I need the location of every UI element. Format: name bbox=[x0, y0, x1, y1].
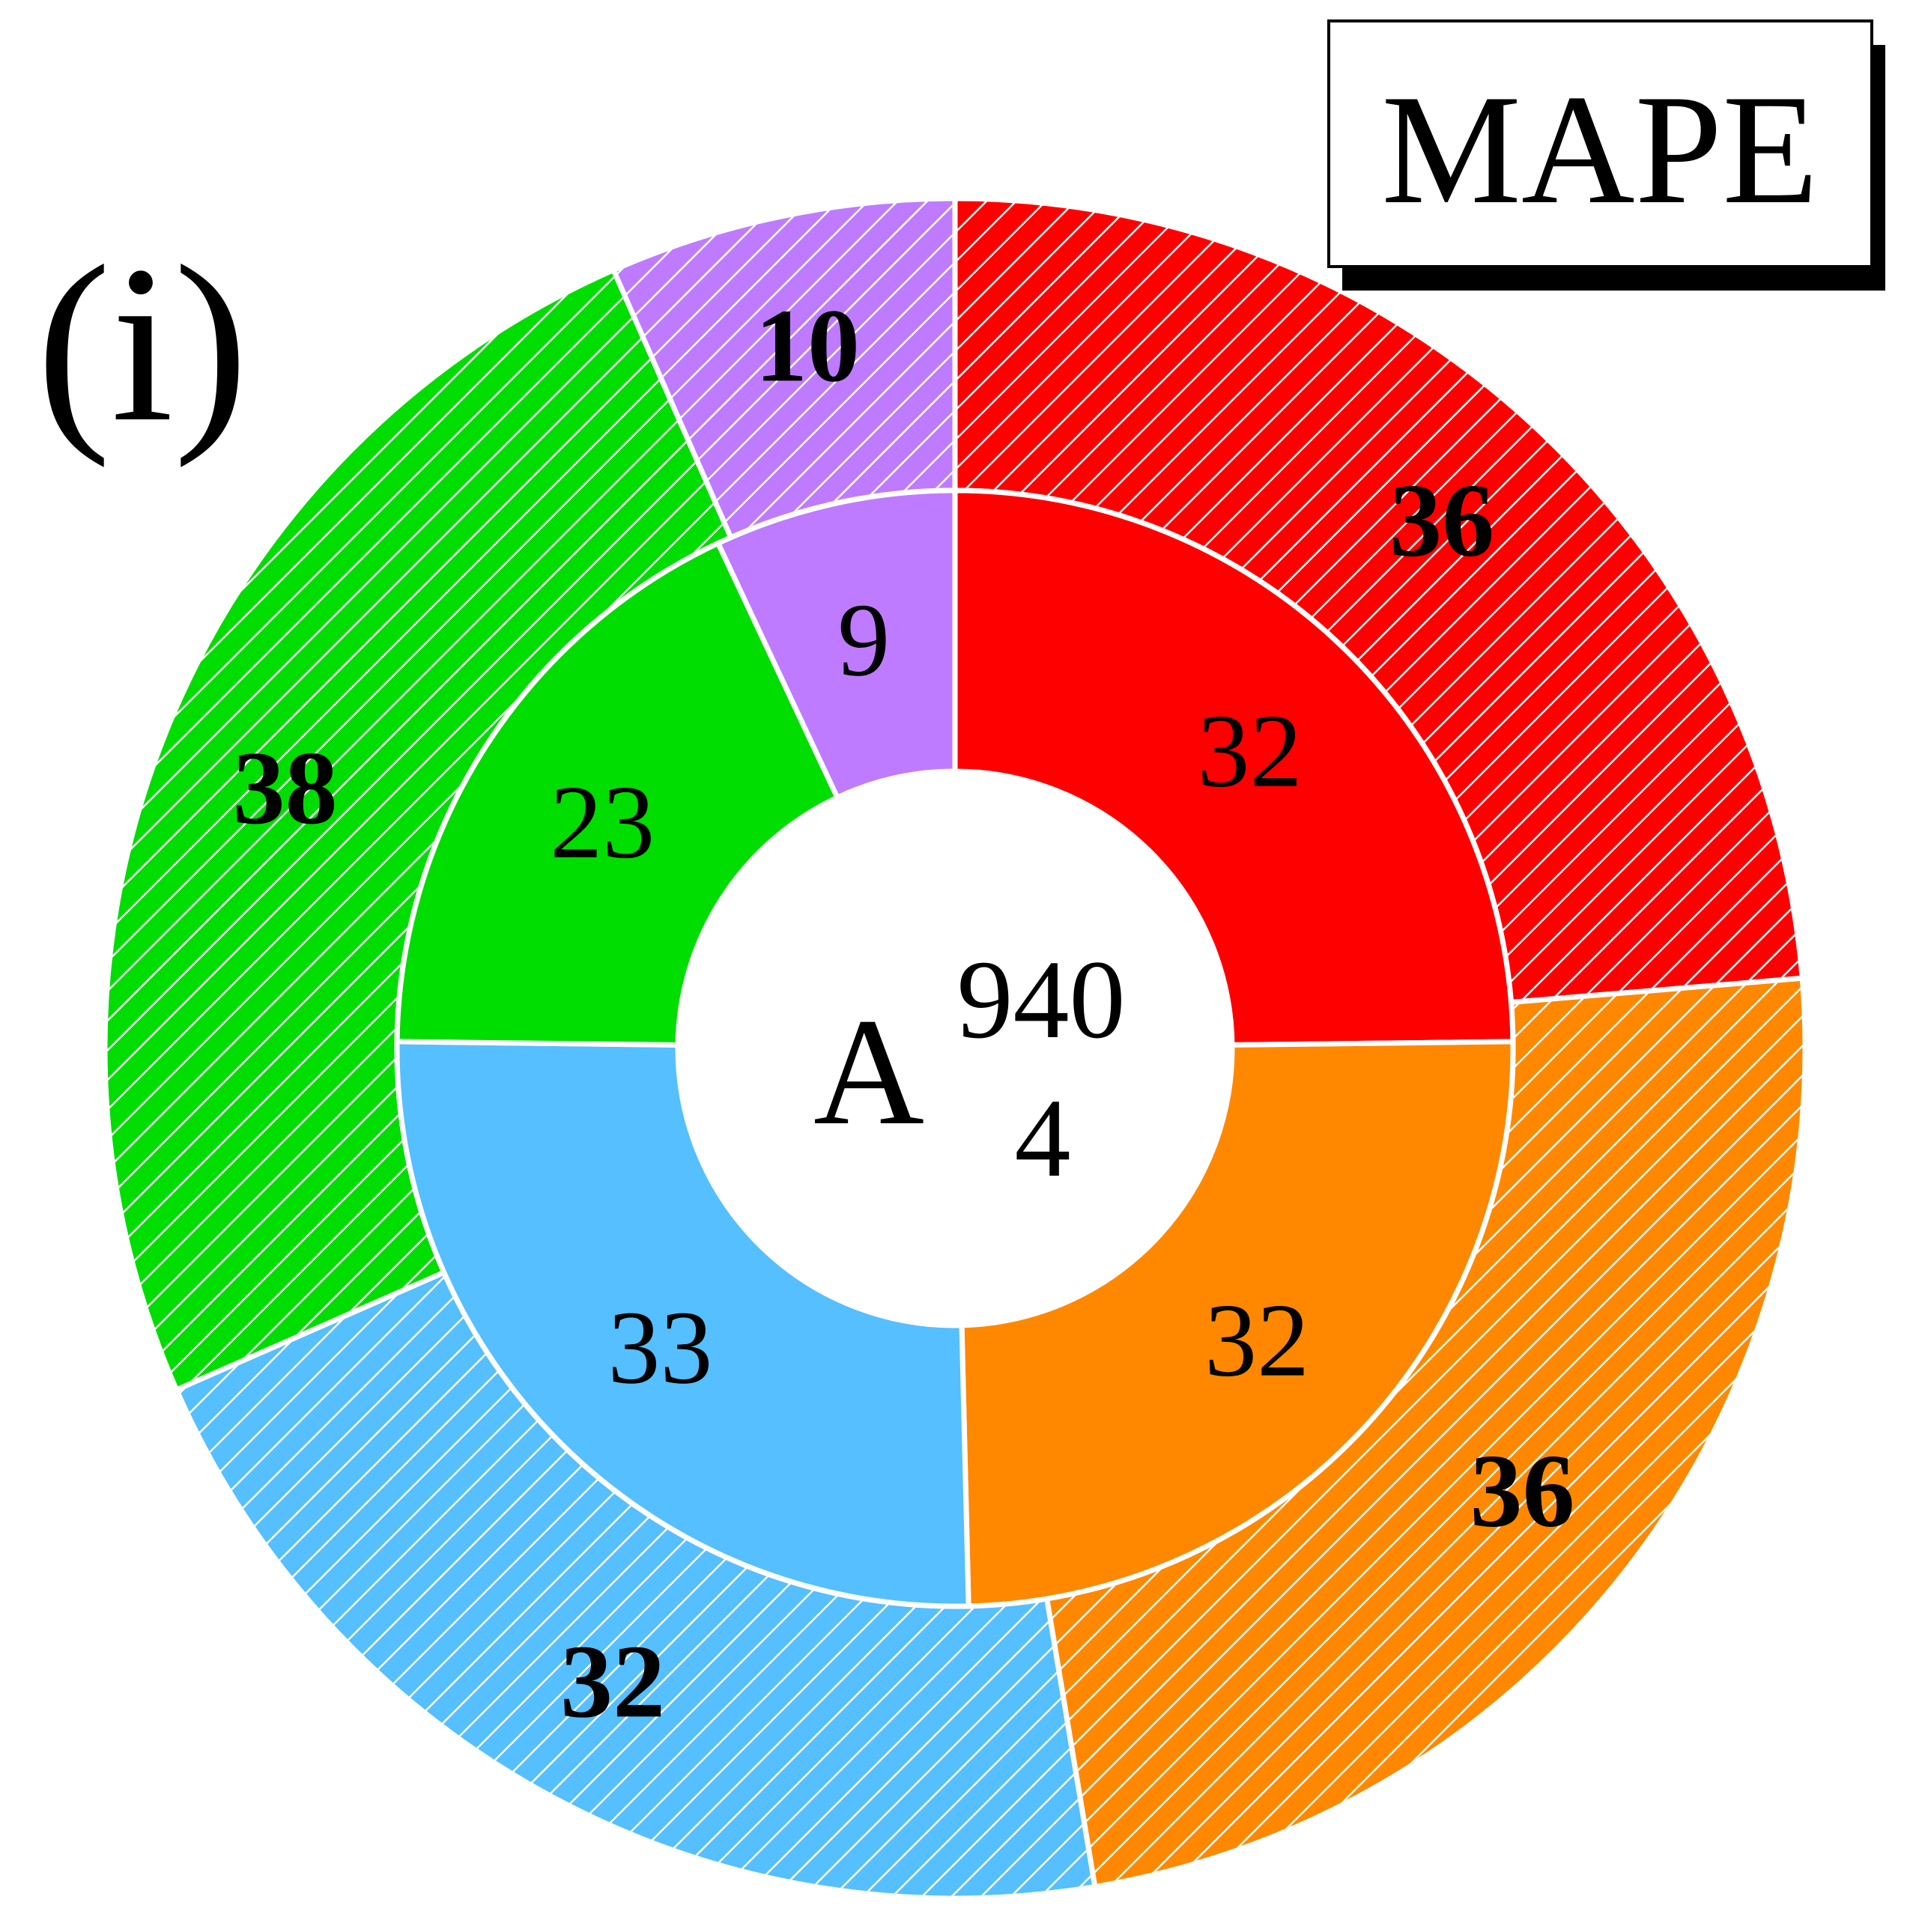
inner-value-label-red: 32 bbox=[1198, 693, 1303, 809]
center-label: A 940 4 bbox=[813, 938, 1126, 1200]
center-subscript: 4 bbox=[1015, 1076, 1071, 1200]
center-superscript: 940 bbox=[957, 938, 1126, 1062]
center-letter: A bbox=[813, 987, 924, 1157]
outer-value-label-orange: 36 bbox=[1470, 1433, 1575, 1549]
outer-value-label-red: 36 bbox=[1389, 463, 1494, 579]
title-box: MAPE bbox=[1327, 19, 1885, 291]
chart-title: MAPE bbox=[1381, 63, 1818, 237]
inner-value-label-purple: 9 bbox=[837, 582, 890, 698]
title-box-frame bbox=[1327, 19, 1873, 268]
value-labels: 32 32 33 23 9 36 36 32 38 10 bbox=[233, 288, 1575, 1740]
outer-value-label-blue: 32 bbox=[560, 1623, 665, 1740]
inner-slice-orange bbox=[959, 1039, 1516, 1609]
inner-value-label-blue: 33 bbox=[607, 1289, 712, 1406]
inner-value-label-green: 23 bbox=[550, 765, 655, 881]
outer-ring bbox=[102, 195, 1808, 1901]
inner-ring bbox=[394, 487, 1516, 1609]
inner-slice-purple bbox=[715, 487, 958, 801]
panel-label: (i) bbox=[36, 219, 248, 469]
outer-value-label-purple: 10 bbox=[755, 288, 860, 404]
inner-slice-red bbox=[952, 487, 1516, 1048]
inner-slice-green bbox=[394, 539, 841, 1048]
inner-value-label-orange: 32 bbox=[1204, 1283, 1309, 1399]
outer-value-label-green: 38 bbox=[233, 730, 338, 846]
inner-slice-blue bbox=[394, 1039, 971, 1609]
